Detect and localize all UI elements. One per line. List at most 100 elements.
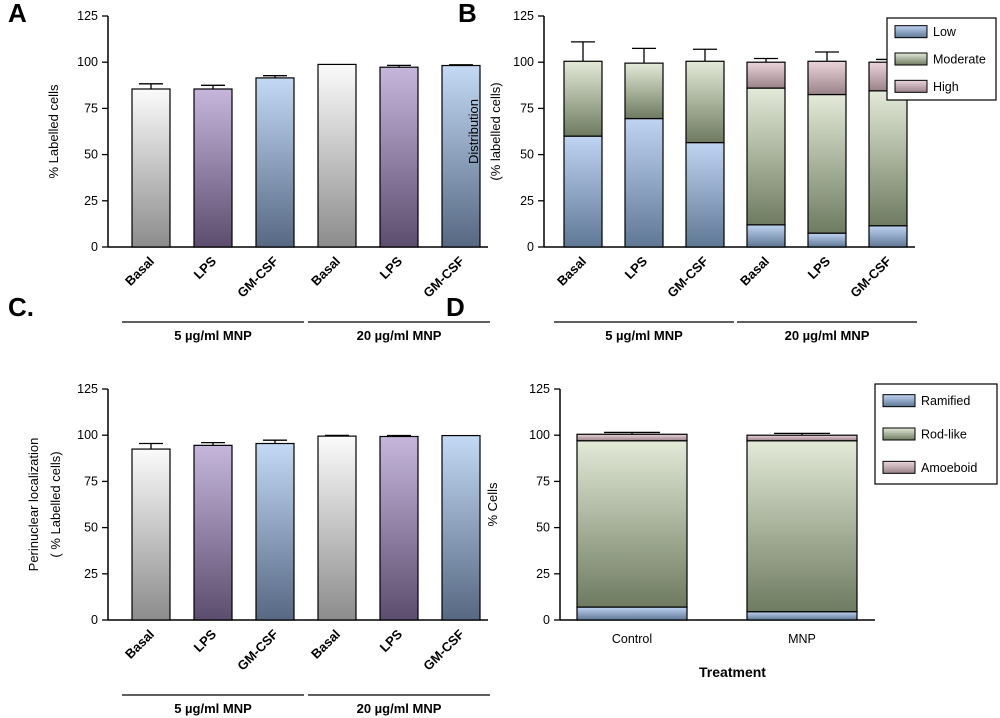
y-tick-label: 50 — [84, 521, 98, 535]
x-tick-label: Basal — [308, 254, 343, 289]
bar-segment-low — [807, 232, 847, 248]
x-tick-label: LPS — [622, 253, 651, 282]
x-tick-label: GM-CSF — [234, 626, 281, 673]
bar-segment-amoeboid — [576, 433, 688, 442]
bar — [193, 88, 233, 248]
bar — [131, 448, 171, 621]
bar-segment-ramified — [746, 611, 858, 621]
y-tick-label: 75 — [84, 101, 98, 115]
legend-label: Ramified — [921, 394, 970, 408]
legend-label: Moderate — [933, 53, 986, 67]
bar — [379, 66, 419, 248]
bar-segment-low — [746, 224, 786, 248]
x-tick-label: GM-CSF — [234, 253, 281, 300]
x-tick-label: Basal — [737, 254, 772, 289]
x-tick-label: Basal — [122, 627, 157, 662]
group-label: 20 µg/ml MNP — [785, 328, 870, 343]
chart-legend: Ramified Rod-like Amoeboid — [874, 383, 998, 485]
bar-segment-low — [624, 117, 664, 248]
legend-swatch-amoeboid — [882, 460, 916, 474]
y-tick-label: 0 — [91, 240, 98, 254]
y-axis-label: Perinuclear localization — [26, 438, 41, 572]
group-label: 20 µg/ml MNP — [357, 328, 442, 343]
bar-segment-high — [807, 60, 847, 96]
bar — [131, 88, 171, 248]
y-tick-label: 50 — [536, 521, 550, 535]
x-tick-label: Basal — [308, 627, 343, 662]
legend-label: Rod-like — [921, 428, 967, 442]
panel-label: C. — [8, 292, 34, 322]
x-tick-label: GM-CSF — [420, 626, 467, 673]
legend-swatch-rod-like — [882, 427, 916, 441]
y-tick-label: 75 — [520, 101, 534, 115]
bar — [317, 435, 357, 621]
group-label: 5 µg/ml MNP — [605, 328, 683, 343]
legend-label: Amoeboid — [921, 461, 977, 475]
y-axis-label-secondary: (% labelled cells) — [488, 82, 503, 180]
y-tick-label: 100 — [529, 428, 550, 442]
bar — [379, 435, 419, 621]
bar-segment-moderate — [624, 62, 664, 120]
panel-a-chart: A 0 25 50 75 100 125 % Labelled cells Basal LPS GM… — [8, 0, 490, 343]
x-tick-label: LPS — [191, 626, 220, 655]
y-tick-label: 75 — [84, 474, 98, 488]
x-tick-label: LPS — [377, 253, 406, 282]
bar-segment-moderate — [868, 90, 908, 227]
bar — [255, 77, 295, 248]
y-tick-label: 0 — [543, 613, 550, 627]
bar — [317, 63, 357, 248]
bar-segment-rod-like — [576, 440, 688, 608]
bar-segment-low — [868, 225, 908, 248]
legend-swatch-high — [894, 79, 928, 93]
x-tick-label: MNP — [788, 632, 816, 646]
y-tick-label: 125 — [529, 382, 550, 396]
legend-swatch-low — [894, 25, 928, 39]
x-tick-label: GM-CSF — [847, 253, 894, 300]
x-tick-label: LPS — [377, 626, 406, 655]
y-tick-label: 25 — [520, 194, 534, 208]
x-tick-label: LPS — [191, 253, 220, 282]
x-tick-label: Control — [612, 632, 652, 646]
bar-segment-high — [746, 61, 786, 89]
bar-segment-low — [685, 141, 725, 248]
y-tick-label: 25 — [84, 194, 98, 208]
x-tick-label: LPS — [805, 253, 834, 282]
group-label: 20 µg/ml MNP — [357, 701, 442, 716]
legend-label: High — [933, 80, 959, 94]
bar-segment-low — [563, 135, 603, 248]
x-tick-label: Basal — [122, 254, 157, 289]
y-tick-label: 125 — [77, 9, 98, 23]
bar — [255, 442, 295, 621]
x-axis-label: Treatment — [699, 664, 766, 680]
y-tick-label: 0 — [527, 240, 534, 254]
y-tick-label: 25 — [536, 567, 550, 581]
y-tick-label: 50 — [84, 148, 98, 162]
panel-d-chart: D 0 25 50 75 100 125 % Cells Control MNP Treatment… — [446, 292, 998, 680]
y-axis-label: % Labelled cells — [46, 84, 61, 178]
panel-c-chart: C. 0 25 50 75 100 125 Perinuclear localization (… — [8, 292, 490, 716]
y-axis-label: Distribution — [466, 99, 481, 164]
group-label: 5 µg/ml MNP — [174, 328, 252, 343]
panel-label: D — [446, 292, 465, 322]
bar-segment-moderate — [807, 93, 847, 234]
x-tick-label: Basal — [554, 254, 589, 289]
bar-segment-rod-like — [746, 440, 858, 613]
y-tick-label: 125 — [77, 382, 98, 396]
x-tick-label: GM-CSF — [664, 253, 711, 300]
legend-swatch-ramified — [882, 394, 916, 408]
y-axis-label: % Cells — [485, 482, 500, 527]
legend-label: Low — [933, 25, 957, 39]
chart-legend: Low Moderate High — [886, 17, 997, 101]
y-axis-label-secondary: ( % Labelled cells) — [48, 451, 63, 557]
bar — [193, 444, 233, 621]
bar-segment-moderate — [685, 60, 725, 144]
y-tick-label: 75 — [536, 474, 550, 488]
y-tick-label: 100 — [513, 55, 534, 69]
y-tick-label: 25 — [84, 567, 98, 581]
bar-segment-moderate — [746, 87, 786, 226]
panel-label: B — [458, 0, 477, 28]
bar-segment-amoeboid — [746, 434, 858, 442]
legend-swatch-moderate — [894, 52, 928, 66]
panel-label: A — [8, 0, 27, 28]
